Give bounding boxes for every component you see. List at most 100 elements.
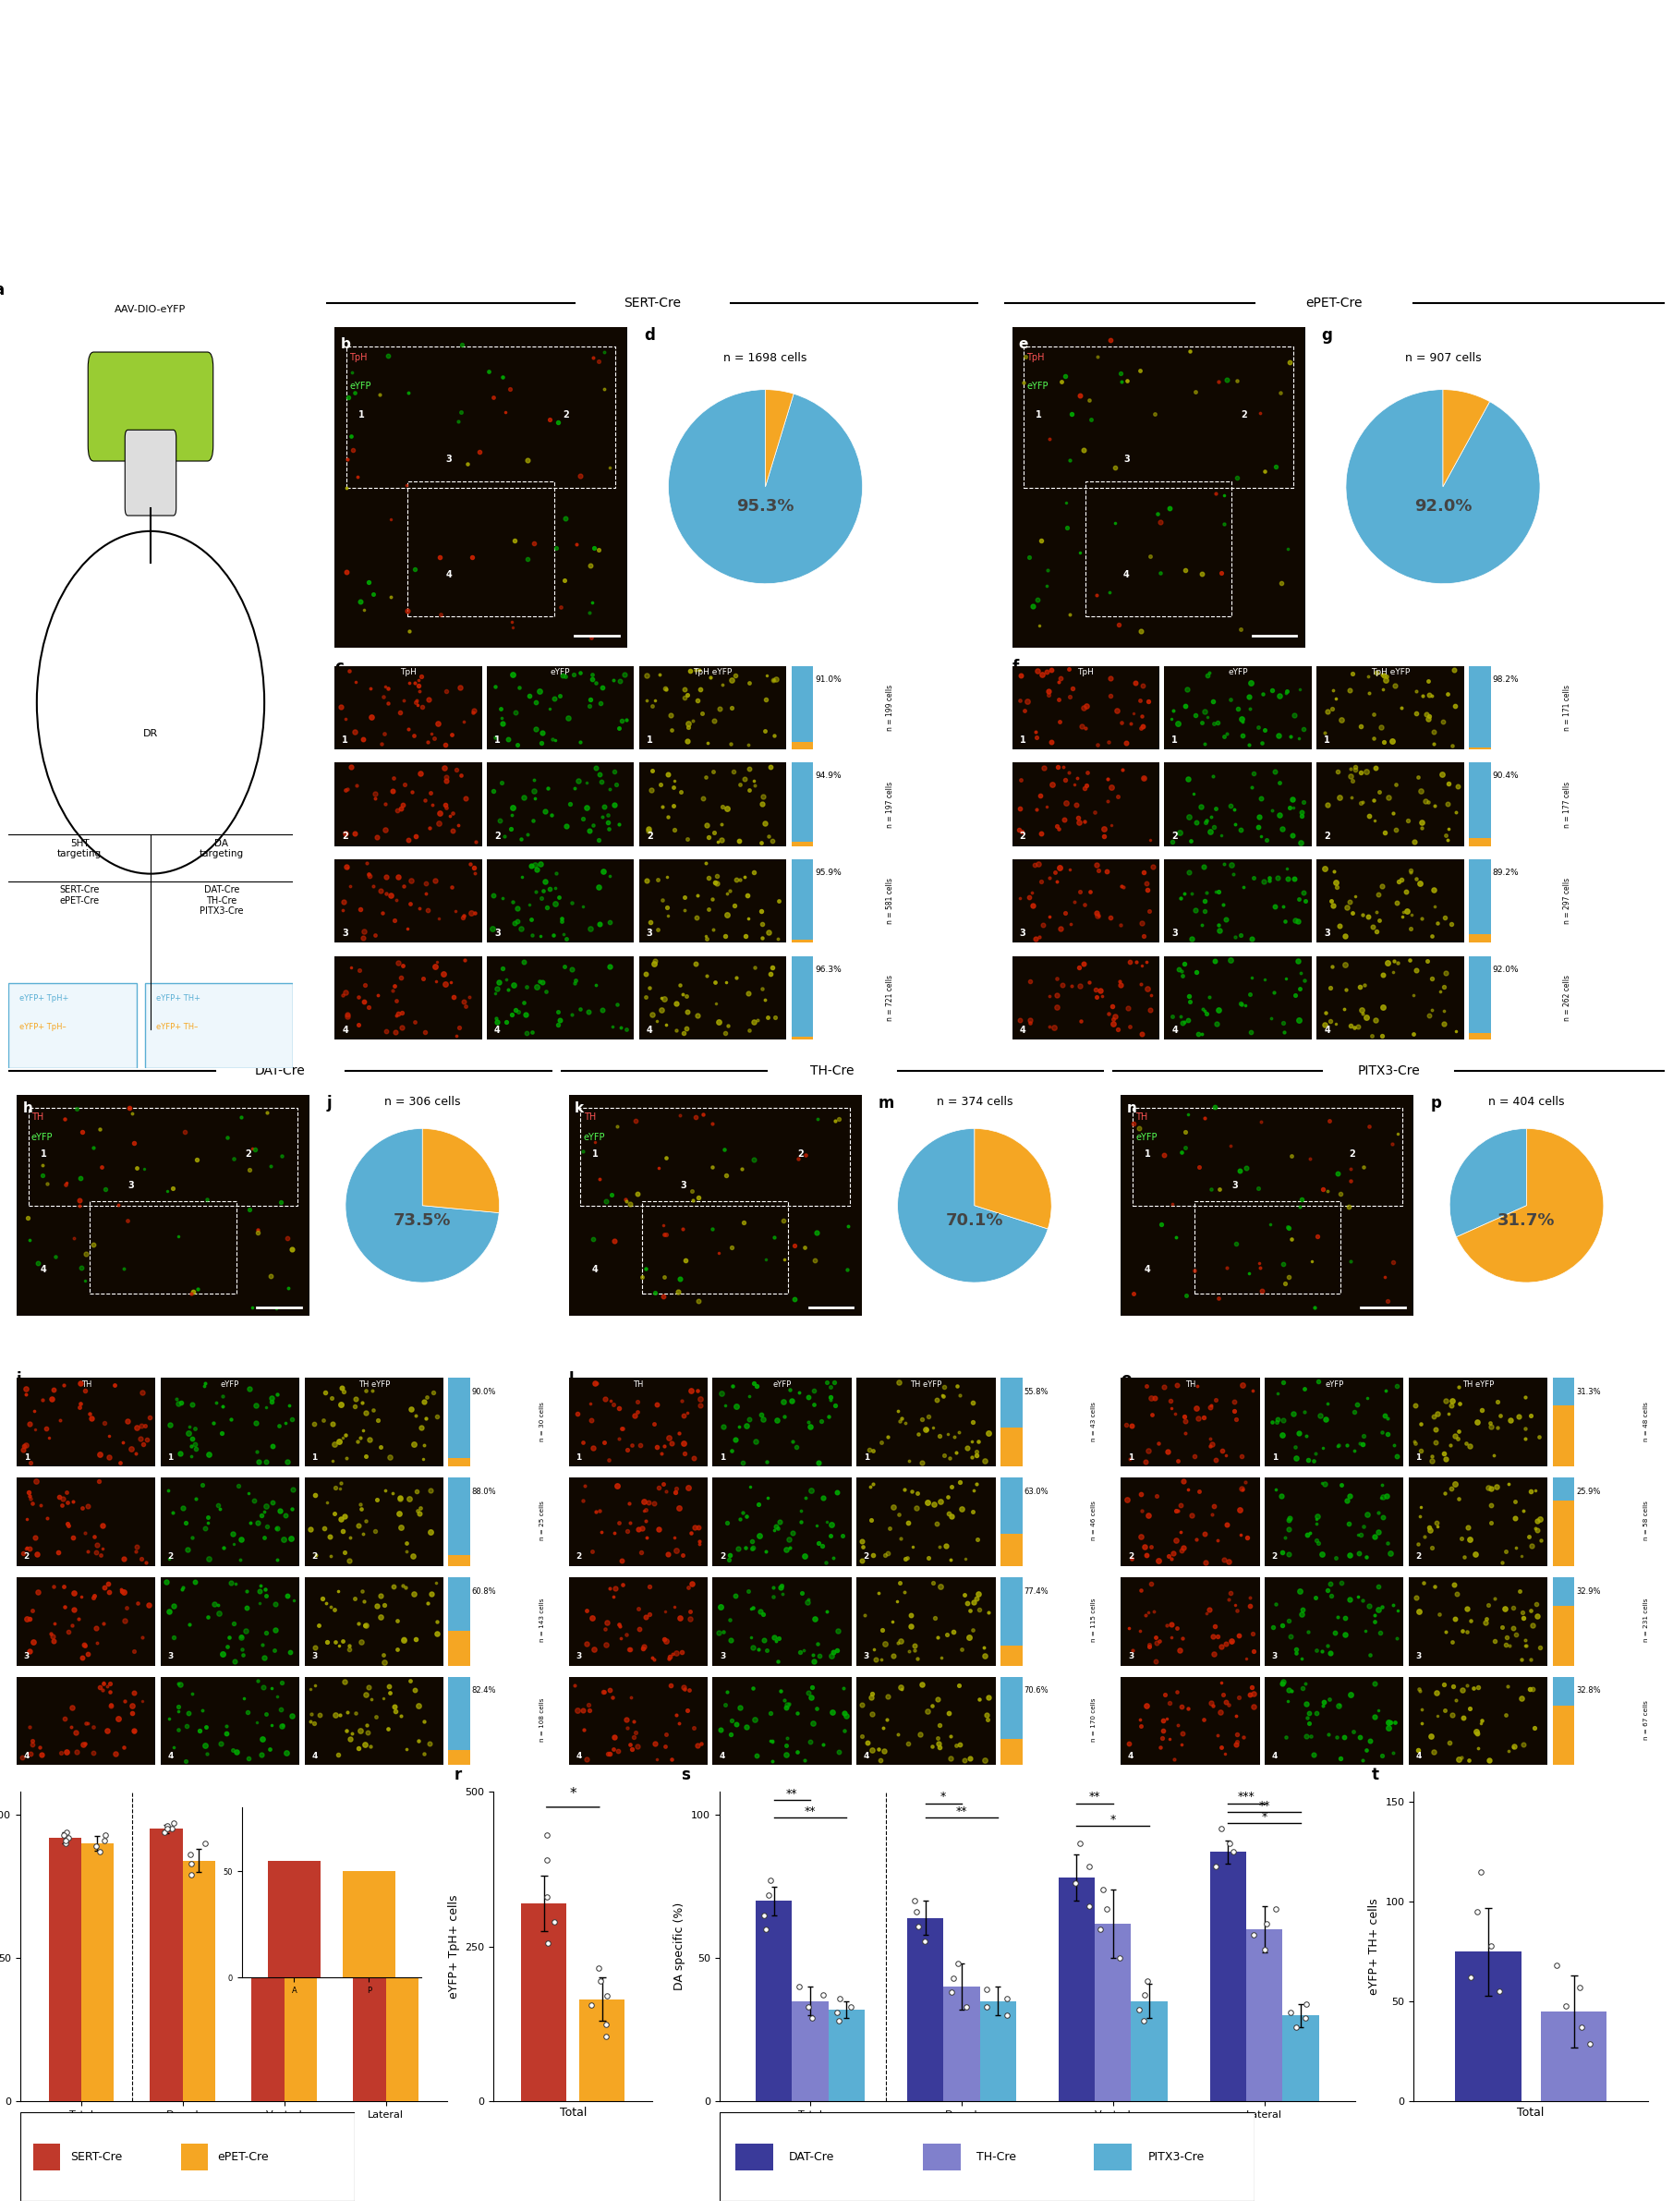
Text: m: m [878,1095,895,1113]
Text: 70.1%: 70.1% [945,1212,1004,1230]
Text: 2: 2 [311,1553,318,1562]
Text: 98.2%: 98.2% [1492,675,1519,684]
Text: 1: 1 [341,734,348,745]
Text: 3: 3 [681,1181,686,1190]
Text: 4: 4 [1019,1026,1026,1035]
Text: 4: 4 [1128,1752,1134,1761]
Text: 90.0%: 90.0% [472,1389,497,1396]
Text: n = 143 cells: n = 143 cells [539,1599,545,1641]
Text: 4: 4 [23,1752,30,1761]
Bar [1246,1929,1283,2101]
FancyBboxPatch shape [146,982,293,1068]
Text: 91.0%: 91.0% [815,675,842,684]
Text: 4: 4 [167,1752,174,1761]
Text: 96.3%: 96.3% [815,964,842,973]
Text: 31.7%: 31.7% [1497,1212,1556,1230]
Text: SERT-Cre
ePET-Cre: SERT-Cre ePET-Cre [60,885,99,905]
Text: DAT-Cre: DAT-Cre [790,2150,835,2163]
Text: 2: 2 [1019,832,1026,841]
Text: eYFP: eYFP [221,1380,239,1389]
Text: n = 25 cells: n = 25 cells [539,1502,545,1540]
Text: 1: 1 [358,409,365,418]
Text: eYFP: eYFP [584,1133,606,1141]
Text: TpH eYFP: TpH eYFP [1370,668,1410,677]
Text: 1: 1 [1415,1453,1422,1462]
Text: TH: TH [32,1113,43,1121]
Wedge shape [346,1128,499,1283]
Text: 4: 4 [719,1752,726,1761]
Text: 3: 3 [646,929,652,938]
Bar [1094,1924,1131,2101]
Bar [80,1843,114,2101]
Text: 1: 1 [646,734,652,745]
Text: TH eYFP: TH eYFP [910,1380,942,1389]
Bar [907,1918,944,2101]
Text: 4: 4 [1144,1265,1151,1274]
Text: 3: 3 [1124,456,1129,465]
Bar [1469,860,1491,933]
Bar [1469,1033,1491,1040]
Text: 3: 3 [445,456,452,465]
Text: 60.8%: 60.8% [472,1588,497,1595]
Text: TH eYFP: TH eYFP [358,1380,390,1389]
Text: 4: 4 [1271,1752,1278,1761]
Text: 2: 2 [1271,1553,1278,1562]
Bar [1541,2011,1608,2101]
Wedge shape [669,389,862,584]
Text: TpH: TpH [1027,354,1046,363]
Text: 3: 3 [494,929,500,938]
Text: TpH eYFP: TpH eYFP [693,668,733,677]
Text: n = 721 cells: n = 721 cells [887,975,893,1022]
Y-axis label: eYFP+ TH+ cells: eYFP+ TH+ cells [1369,1898,1380,1995]
Text: 1: 1 [576,1453,582,1462]
Text: 1: 1 [1144,1150,1151,1159]
Text: 3: 3 [1171,929,1178,938]
Text: n = 297 cells: n = 297 cells [1564,878,1571,925]
Text: 2: 2 [494,832,500,841]
Bar [1059,1878,1094,2101]
Bar [1553,1677,1574,1705]
FancyBboxPatch shape [89,352,212,460]
Text: 1: 1 [167,1453,174,1462]
Text: TpH: TpH [400,668,417,677]
Text: 95.3%: 95.3% [736,498,795,515]
Text: n: n [1128,1102,1138,1115]
Text: 4: 4 [863,1752,870,1761]
Text: eYFP: eYFP [1325,1380,1343,1389]
Text: 25.9%: 25.9% [1576,1489,1601,1495]
Text: TH: TH [632,1380,644,1389]
Bar [1553,1705,1574,1765]
Text: 4: 4 [311,1752,318,1761]
Text: eYFP: eYFP [773,1380,791,1389]
Bar [386,1838,418,2101]
Text: 2: 2 [23,1553,30,1562]
Bar [1469,933,1491,942]
Text: g: g [1322,327,1333,345]
Text: 92.0%: 92.0% [1414,498,1472,515]
Text: 3: 3 [1231,1181,1238,1190]
Text: 4: 4 [1171,1026,1178,1035]
Text: b: b [341,336,351,352]
Text: n = 48 cells: n = 48 cells [1643,1402,1650,1440]
Text: 1: 1 [863,1453,870,1462]
Text: 1: 1 [1128,1453,1134,1462]
Text: 2: 2 [1415,1553,1422,1562]
Text: 32.9%: 32.9% [1576,1588,1601,1595]
Title: n = 306 cells: n = 306 cells [385,1097,460,1108]
Text: PITX3-Cre: PITX3-Cre [1357,1064,1420,1077]
Text: 3: 3 [1128,1652,1134,1661]
Bar [1000,1677,1022,1739]
Text: *: * [940,1792,947,1803]
Text: 2: 2 [564,409,569,418]
Text: h: h [23,1102,33,1115]
Text: TpH: TpH [350,354,368,363]
Text: 2: 2 [1241,409,1246,418]
Text: AAV-DIO-eYFP: AAV-DIO-eYFP [115,305,186,314]
Text: n = 581 cells: n = 581 cells [887,878,893,925]
Bar [791,843,813,847]
Text: DAT-Cre
TH-Cre
PITX3-Cre: DAT-Cre TH-Cre PITX3-Cre [199,885,244,916]
Bar [1000,1646,1022,1666]
Bar [181,2143,207,2170]
Text: 2: 2 [863,1553,870,1562]
Bar [980,2002,1016,2101]
